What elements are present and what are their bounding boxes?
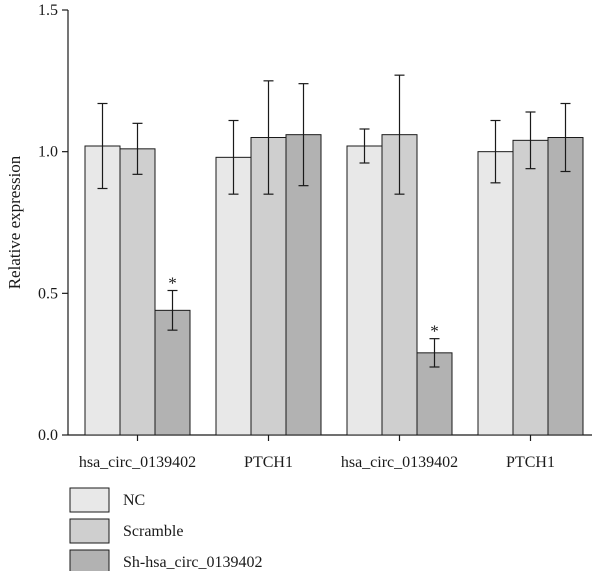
y-tick-label: 0.0 <box>38 427 58 444</box>
y-tick-label: 0.5 <box>38 285 58 302</box>
significance-marker: * <box>168 274 177 293</box>
tick-labels: 0.0 0.5 1.0 1.5 hsa_circ_0139402 PTCH1 hsa_cir… <box>38 2 555 471</box>
legend-swatch <box>69 518 110 544</box>
bar <box>154 309 191 436</box>
y-tick-label: 1.0 <box>38 144 58 161</box>
bar <box>119 148 156 436</box>
bars: ** <box>84 74 584 436</box>
x-tick-label: PTCH1 <box>244 454 293 471</box>
bar <box>346 145 383 436</box>
significance-marker: * <box>430 322 439 341</box>
bar <box>84 145 121 436</box>
x-tick-label: PTCH1 <box>506 454 555 471</box>
x-tick-label: hsa_circ_0139402 <box>79 454 196 471</box>
legend-label: NC <box>123 492 145 509</box>
legend-swatch <box>69 487 110 513</box>
legend-swatch <box>69 549 110 571</box>
legend-label: Scramble <box>123 523 183 540</box>
bar <box>215 156 252 436</box>
legend: NC Scramble Sh-hsa_circ_0139402 <box>69 487 263 571</box>
y-tick-label: 1.5 <box>38 2 58 19</box>
y-axis-label: Relative expression <box>5 155 24 289</box>
bar <box>547 137 584 436</box>
bar <box>512 139 549 436</box>
legend-label: Sh-hsa_circ_0139402 <box>123 554 263 571</box>
x-tick-label: hsa_circ_0139402 <box>341 454 458 471</box>
bar <box>477 151 514 436</box>
